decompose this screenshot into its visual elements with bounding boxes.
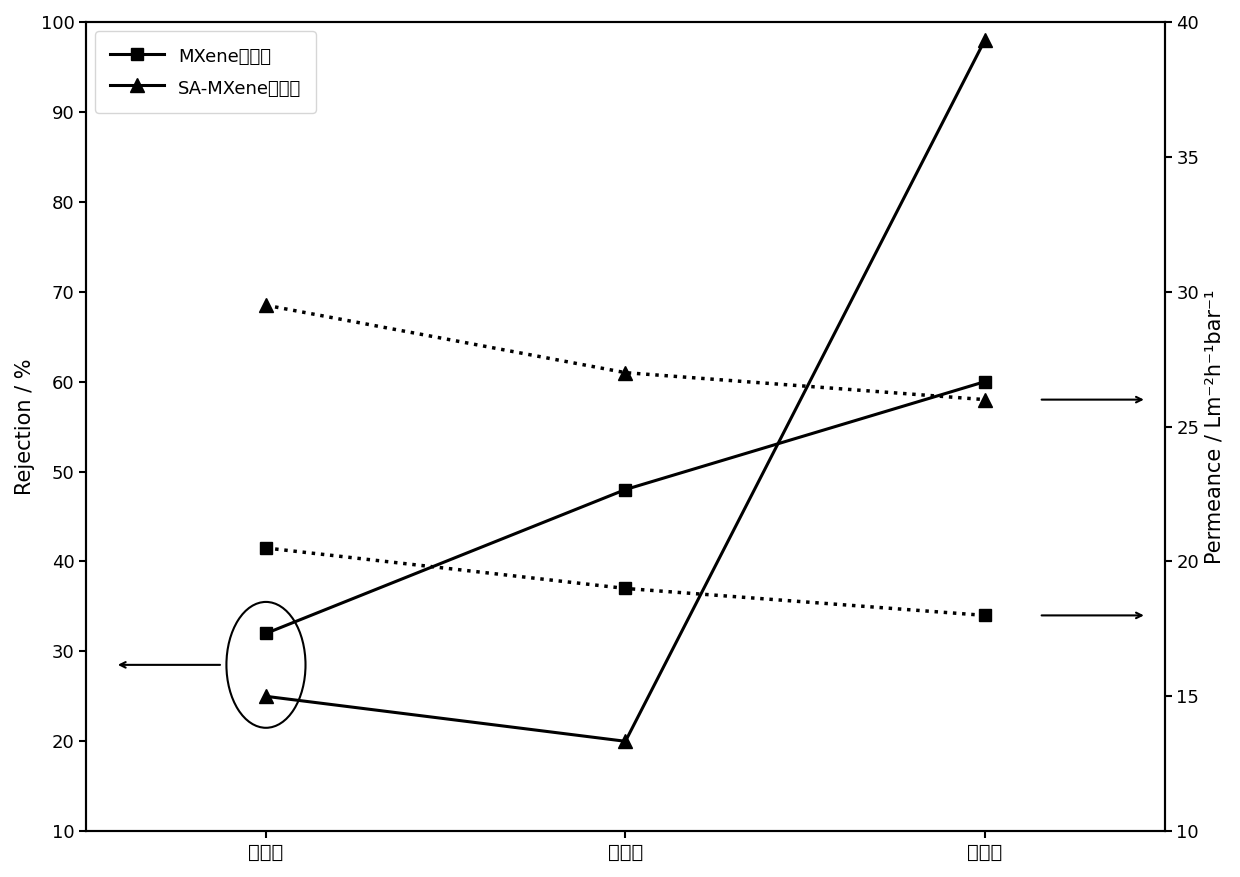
MXene层状膜 — [258, 628, 273, 638]
SA-MXene层状膜 — [618, 736, 632, 746]
MXene层状膜 — [977, 376, 992, 387]
Legend: MXene层状膜, SA-MXene层状膜: MXene层状膜, SA-MXene层状膜 — [95, 31, 316, 113]
Y-axis label: Rejection / %: Rejection / % — [15, 359, 35, 495]
Line: SA-MXene层状膜: SA-MXene层状膜 — [259, 33, 992, 748]
Y-axis label: Permeance / Lm⁻²h⁻¹bar⁻¹: Permeance / Lm⁻²h⁻¹bar⁻¹ — [1205, 289, 1225, 564]
SA-MXene层状膜 — [258, 691, 273, 702]
SA-MXene层状膜 — [977, 35, 992, 46]
Line: MXene层状膜: MXene层状膜 — [259, 375, 991, 639]
MXene层状膜 — [618, 484, 632, 495]
